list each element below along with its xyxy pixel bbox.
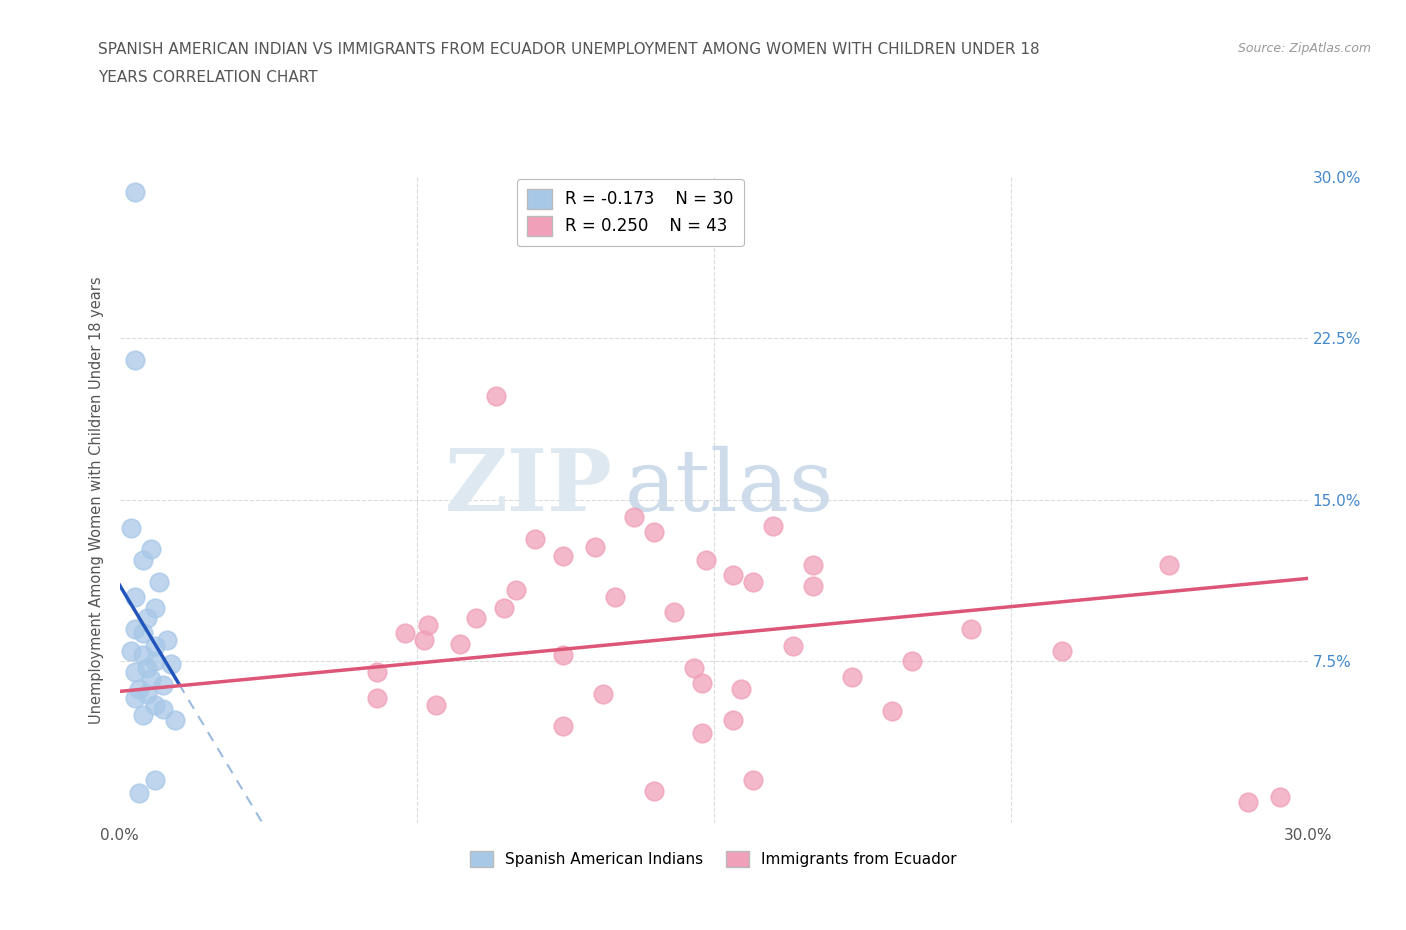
- Point: [120, 521, 142, 536]
- Text: YEARS CORRELATION CHART: YEARS CORRELATION CHART: [98, 70, 318, 85]
- Point: [1157, 557, 1180, 572]
- Legend: R = -0.173    N = 30, R = 0.250    N = 43: R = -0.173 N = 30, R = 0.250 N = 43: [517, 179, 744, 246]
- Point: [366, 665, 388, 680]
- Point: [742, 773, 765, 788]
- Text: ZIP: ZIP: [444, 445, 613, 529]
- Point: [900, 654, 922, 669]
- Point: [841, 669, 863, 684]
- Point: [723, 568, 745, 583]
- Point: [690, 725, 713, 740]
- Point: [143, 639, 166, 654]
- Point: [782, 639, 804, 654]
- Point: [394, 626, 416, 641]
- Point: [695, 552, 717, 567]
- Point: [524, 531, 547, 546]
- Point: [762, 518, 785, 533]
- Y-axis label: Unemployment Among Women with Children Under 18 years: Unemployment Among Women with Children U…: [89, 276, 104, 724]
- Point: [592, 686, 614, 701]
- Point: [662, 604, 685, 619]
- Point: [143, 600, 166, 615]
- Point: [143, 654, 166, 669]
- Point: [132, 552, 155, 567]
- Point: [163, 712, 186, 727]
- Text: Source: ZipAtlas.com: Source: ZipAtlas.com: [1237, 42, 1371, 55]
- Point: [136, 660, 159, 675]
- Point: [156, 632, 179, 647]
- Point: [583, 539, 606, 554]
- Point: [742, 575, 765, 590]
- Point: [124, 352, 146, 367]
- Point: [418, 618, 440, 632]
- Point: [141, 671, 163, 686]
- Point: [1237, 794, 1260, 809]
- Point: [425, 698, 447, 712]
- Point: [682, 660, 704, 675]
- Point: [730, 682, 752, 697]
- Point: [124, 622, 146, 637]
- Point: [413, 632, 436, 647]
- Point: [143, 698, 166, 712]
- Point: [623, 510, 645, 525]
- Point: [551, 549, 574, 564]
- Point: [603, 590, 626, 604]
- Point: [124, 590, 146, 604]
- Point: [960, 622, 983, 637]
- Point: [492, 600, 515, 615]
- Point: [128, 786, 150, 801]
- Point: [505, 583, 527, 598]
- Point: [880, 704, 903, 719]
- Point: [152, 678, 174, 693]
- Point: [723, 712, 745, 727]
- Point: [124, 184, 146, 199]
- Point: [801, 557, 824, 572]
- Point: [1050, 644, 1073, 658]
- Point: [160, 657, 183, 671]
- Point: [464, 611, 488, 626]
- Point: [643, 783, 665, 798]
- Point: [690, 675, 713, 690]
- Point: [132, 626, 155, 641]
- Point: [449, 637, 471, 652]
- Point: [132, 647, 155, 662]
- Point: [1268, 790, 1291, 804]
- Point: [120, 644, 142, 658]
- Point: [136, 686, 159, 701]
- Point: [801, 578, 824, 593]
- Point: [366, 691, 388, 706]
- Point: [141, 542, 163, 557]
- Point: [124, 691, 146, 706]
- Text: SPANISH AMERICAN INDIAN VS IMMIGRANTS FROM ECUADOR UNEMPLOYMENT AMONG WOMEN WITH: SPANISH AMERICAN INDIAN VS IMMIGRANTS FR…: [98, 42, 1040, 57]
- Point: [551, 647, 574, 662]
- Point: [136, 611, 159, 626]
- Point: [152, 701, 174, 716]
- Point: [132, 708, 155, 723]
- Point: [124, 665, 146, 680]
- Point: [148, 575, 170, 590]
- Point: [128, 682, 150, 697]
- Point: [143, 773, 166, 788]
- Text: atlas: atlas: [624, 445, 834, 528]
- Point: [551, 719, 574, 734]
- Point: [643, 525, 665, 539]
- Point: [485, 389, 508, 404]
